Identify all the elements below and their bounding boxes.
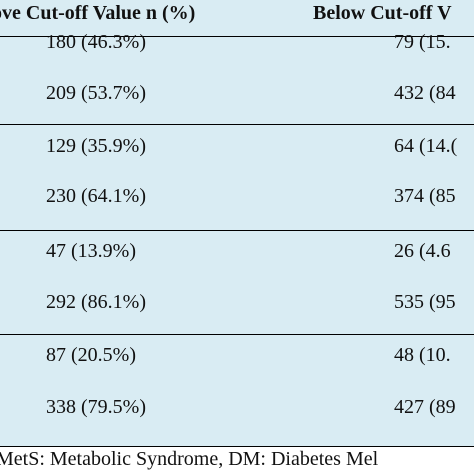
header-below-cutoff: Below Cut-off V (313, 2, 452, 24)
data-table: ove Cut-off Value n (%) Below Cut-off V … (0, 0, 474, 446)
table-cell-below-4: 374 (85 (394, 185, 456, 207)
table-bottom-border (0, 446, 474, 447)
table-cell-below-8: 427 (89 (394, 396, 456, 418)
table-footnote: MetS: Metabolic Syndrome, DM: Diabetes M… (0, 448, 379, 470)
table-cell-above-3: 129 (35.9%) (46, 135, 146, 157)
table-header-row: ove Cut-off Value n (%) Below Cut-off V (0, 0, 474, 36)
group-divider-3 (0, 334, 474, 335)
group-divider-2 (0, 230, 474, 231)
table-cell-below-1: 79 (15. (394, 31, 451, 53)
table-cell-above-1: 180 (46.3%) (46, 31, 146, 53)
table-cell-below-7: 48 (10. (394, 344, 451, 366)
table-cell-above-4: 230 (64.1%) (46, 185, 146, 207)
table-cell-above-6: 292 (86.1%) (46, 291, 146, 313)
table-cell-above-5: 47 (13.9%) (46, 240, 136, 262)
table-cell-below-6: 535 (95 (394, 291, 456, 313)
group-divider-1 (0, 124, 474, 125)
table-cell-above-2: 209 (53.7%) (46, 82, 146, 104)
header-divider (0, 36, 474, 37)
table-cell-above-8: 338 (79.5%) (46, 396, 146, 418)
table-cell-below-5: 26 (4.6 (394, 240, 451, 262)
table-cell-below-2: 432 (84 (394, 82, 456, 104)
table-cell-above-7: 87 (20.5%) (46, 344, 136, 366)
header-above-cutoff: ove Cut-off Value n (%) (0, 2, 196, 24)
table-cell-below-3: 64 (14.( (394, 135, 458, 157)
